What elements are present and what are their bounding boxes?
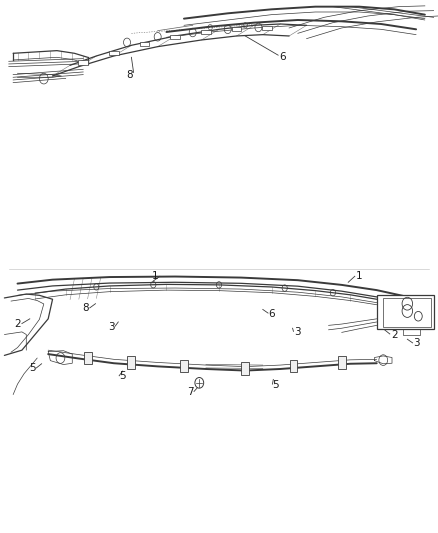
Text: 5: 5 (119, 372, 126, 381)
Text: 5: 5 (272, 379, 279, 390)
Text: 3: 3 (108, 322, 115, 332)
Text: 5: 5 (29, 364, 36, 374)
Bar (338, 356, 346, 369)
Text: 3: 3 (413, 338, 420, 349)
Bar (84, 352, 92, 364)
Bar (109, 51, 119, 55)
Bar (201, 30, 211, 34)
Bar (383, 298, 431, 327)
Bar (180, 360, 188, 372)
Text: 1: 1 (356, 271, 363, 281)
Bar (232, 27, 241, 31)
Text: 8: 8 (126, 70, 133, 79)
Bar (241, 362, 249, 375)
Bar (170, 35, 180, 39)
Bar (377, 295, 434, 329)
Text: 2: 2 (391, 329, 398, 340)
Text: 8: 8 (82, 303, 89, 313)
Text: 3: 3 (294, 327, 301, 337)
Text: 6: 6 (279, 52, 286, 62)
Bar (140, 42, 149, 46)
Text: 7: 7 (187, 387, 194, 397)
Bar (262, 26, 272, 30)
Text: 2: 2 (14, 319, 21, 329)
Bar (290, 360, 297, 372)
Text: 6: 6 (268, 309, 275, 319)
Bar (127, 357, 135, 369)
Bar (78, 60, 88, 64)
Text: 1: 1 (152, 271, 159, 281)
